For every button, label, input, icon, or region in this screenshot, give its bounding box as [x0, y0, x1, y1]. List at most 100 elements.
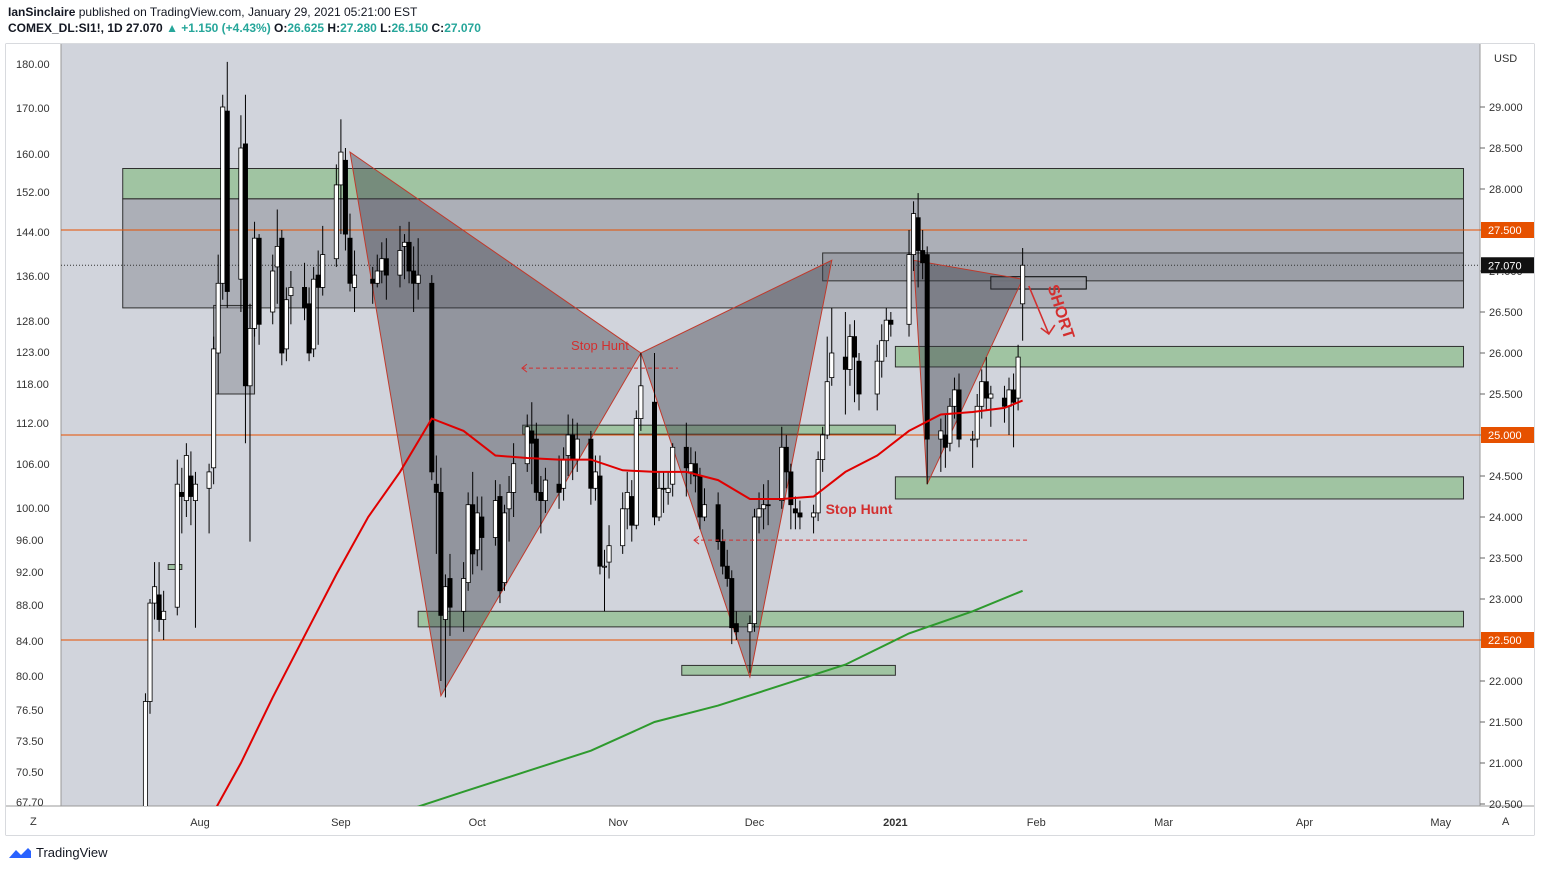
high-label: H:: [327, 21, 341, 35]
candle-body: [715, 504, 721, 543]
candle-body: [570, 434, 576, 461]
zone-green: [522, 424, 896, 435]
open-value: 26.625: [287, 21, 325, 35]
candle-body: [856, 360, 862, 395]
candle-body: [824, 381, 830, 436]
stop-hunt-arrow-head: [521, 363, 528, 373]
candle-body: [383, 258, 389, 276]
zone-box: [990, 276, 1087, 290]
candle-body: [142, 701, 148, 806]
candle-body: [342, 159, 348, 235]
price-labels-layer: 27.500 27.070 25.000 22.500: [1481, 222, 1534, 648]
right-tick-label: 24.500: [1489, 471, 1523, 483]
zoom-z-button[interactable]: Z: [30, 816, 37, 828]
left-tick-label: 73.50: [16, 736, 44, 748]
candle-body: [247, 327, 253, 387]
candle-body: [820, 434, 826, 461]
zone-green: [417, 610, 1465, 628]
time-tick-label: Apr: [1296, 817, 1313, 829]
moving-average-red: [215, 399, 1023, 806]
candle-body: [152, 586, 158, 604]
candle-body: [447, 578, 453, 608]
candle-body: [692, 463, 698, 477]
footer-brand[interactable]: TradingView: [36, 845, 108, 860]
candle-body: [592, 471, 598, 489]
price-label-text: 25.000: [1488, 430, 1522, 442]
publisher-name[interactable]: IanSinclaire: [8, 5, 76, 19]
price-change: ▲ +1.150 (+4.43%): [166, 21, 271, 35]
candle-body: [620, 508, 626, 547]
right-axis[interactable]: [1480, 44, 1534, 806]
left-tick-label: 144.00: [16, 227, 50, 239]
time-tick-label: Dec: [745, 817, 765, 829]
candle-body: [797, 512, 803, 518]
candle-body: [602, 565, 608, 568]
candle-body: [442, 586, 448, 620]
candle-body: [779, 446, 785, 501]
left-tick-label: 136.00: [16, 271, 50, 283]
candle-body: [1001, 397, 1007, 407]
candle-body: [720, 541, 726, 567]
zone-green: [894, 476, 1465, 500]
candle-body: [733, 623, 739, 633]
candle-body: [974, 405, 980, 440]
candle-body: [224, 110, 230, 292]
price-label: 27.070: [1481, 257, 1534, 274]
close-label: C:: [431, 21, 445, 35]
left-tick-label: 70.50: [16, 767, 44, 779]
candle-body: [911, 213, 917, 256]
candle-body: [951, 389, 957, 407]
candle-body: [183, 455, 189, 501]
left-tick-label: 92.00: [16, 567, 44, 579]
candle-body: [306, 303, 312, 354]
zone-green: [894, 345, 1465, 368]
candle-body: [701, 504, 707, 518]
right-tick-label: 25.500: [1489, 389, 1523, 401]
price-label-bg: [1481, 222, 1534, 238]
price-label-text: 22.500: [1488, 635, 1522, 647]
candle-body: [238, 147, 244, 280]
candle-body: [792, 508, 798, 514]
chart-header: IanSinclaire published on TradingView.co…: [8, 4, 481, 36]
candle-body: [724, 565, 730, 579]
candle-body: [529, 430, 535, 444]
time-tick-label: May: [1430, 817, 1451, 829]
price-label-bg: [1481, 632, 1534, 648]
candle-body: [533, 438, 539, 493]
candle-body: [215, 282, 221, 354]
candle-body: [161, 610, 167, 620]
candle-body: [497, 496, 503, 592]
auto-scale-a-button[interactable]: A: [1502, 816, 1510, 828]
candle-body: [192, 483, 198, 502]
right-tick-label: 29.000: [1489, 102, 1523, 114]
right-tick-label: 22.000: [1489, 676, 1523, 688]
candle-body: [942, 434, 948, 448]
right-tick-label: 26.000: [1489, 348, 1523, 360]
candle-body: [661, 487, 667, 490]
time-axis[interactable]: [6, 806, 1534, 835]
candle-body: [206, 471, 212, 489]
candle-body: [333, 184, 339, 260]
candle-body: [597, 475, 603, 567]
candle-body: [415, 274, 421, 284]
candle-body: [847, 336, 853, 370]
left-axis[interactable]: [6, 44, 61, 806]
price-label-bg: [1481, 257, 1534, 274]
zone-green: [122, 168, 1465, 200]
time-tick-label: 2021: [883, 817, 907, 829]
zone-green: [681, 664, 896, 676]
candle-body: [374, 270, 380, 284]
high-value: 27.280: [340, 21, 377, 35]
short-arrow-head: [1040, 324, 1056, 336]
candle-body: [220, 106, 226, 284]
candle-body: [747, 623, 753, 633]
candle-body: [188, 475, 194, 497]
candle-body: [174, 483, 180, 608]
candle-body: [879, 340, 885, 362]
left-tick-label: 152.00: [16, 187, 50, 199]
candle-body: [970, 438, 976, 441]
left-tick-label: 67.70: [16, 797, 44, 809]
candle-body: [842, 356, 848, 370]
